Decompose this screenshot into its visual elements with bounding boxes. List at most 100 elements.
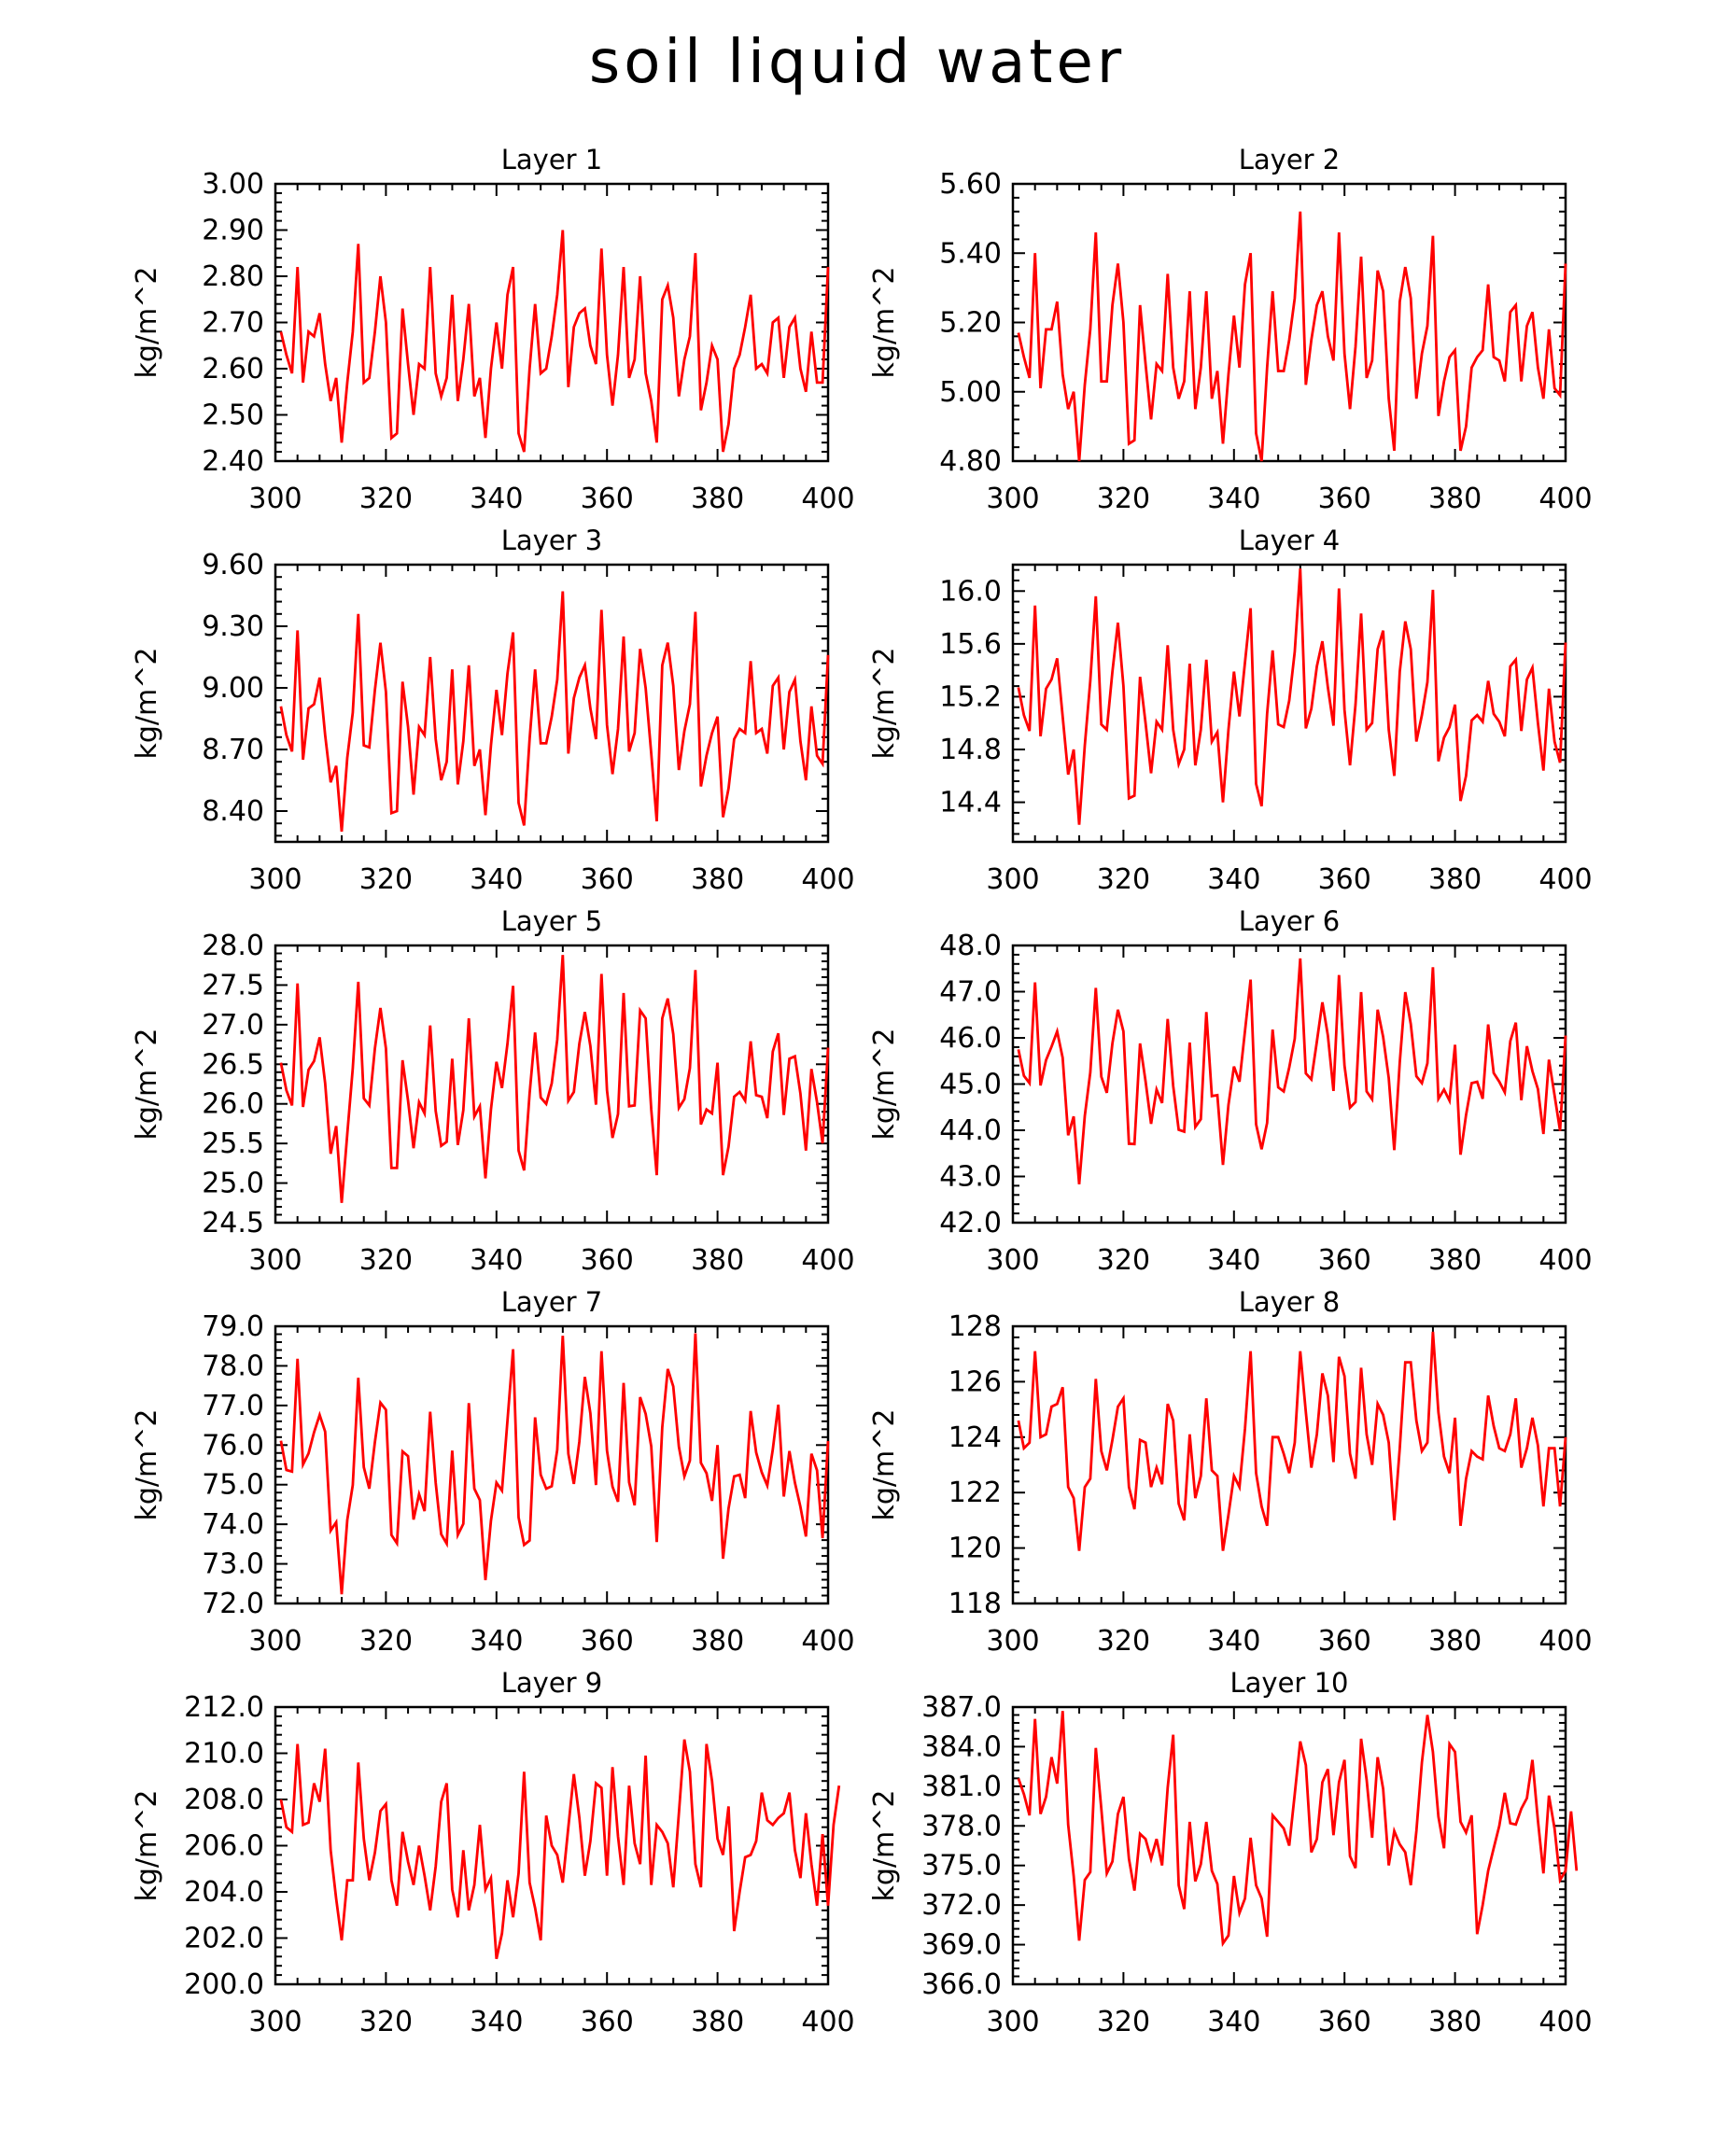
series-line (279, 955, 830, 1203)
x-tick-label: 340 (1207, 483, 1260, 515)
y-tick-label: 120 (948, 1533, 1002, 1565)
y-tick-label: 28.0 (202, 930, 264, 962)
series-line (279, 1333, 830, 1595)
y-tick-label: 9.00 (202, 672, 264, 705)
x-tick-label: 300 (986, 863, 1039, 896)
y-tick-label: 15.6 (939, 628, 1002, 661)
x-tick-label: 380 (1428, 483, 1482, 515)
y-tick-label: 8.40 (202, 795, 264, 828)
panel-title: Layer 6 (1239, 905, 1341, 937)
y-tick-label: 26.0 (202, 1088, 264, 1121)
x-tick-label: 300 (248, 2006, 302, 2038)
x-tick-label: 400 (801, 1625, 854, 1658)
y-axis-label: kg/m^2 (868, 1409, 901, 1521)
y-tick-label: 2.90 (202, 215, 264, 247)
plot-frame (1011, 182, 1567, 463)
panel-title: Layer 8 (1239, 1286, 1341, 1318)
y-tick-label: 369.0 (921, 1929, 1002, 1962)
y-axis-label: kg/m^2 (868, 1790, 901, 1902)
y-tick-label: 42.0 (939, 1207, 1002, 1239)
y-tick-label: 375.0 (921, 1850, 1002, 1883)
panel-layer-7: Layer 7 kg/m^2 300 320 340 360 380 400 72.0 73.0 7… (131, 1286, 855, 1658)
y-tick-label: 387.0 (921, 1691, 1002, 1724)
y-tick-label: 3.00 (202, 168, 264, 201)
y-axis-label: kg/m^2 (131, 1029, 163, 1141)
y-axis-label: kg/m^2 (868, 267, 901, 379)
x-tick-label: 340 (1207, 2006, 1260, 2038)
y-tick-label: 45.0 (939, 1069, 1002, 1101)
x-tick-label: 360 (581, 1625, 634, 1658)
y-tick-label: 5.40 (939, 237, 1002, 270)
y-tick-label: 14.4 (939, 787, 1002, 819)
x-tick-label: 400 (801, 2006, 854, 2038)
x-tick-label: 320 (1097, 483, 1150, 515)
series-line (279, 591, 830, 833)
y-tick-label: 9.30 (202, 610, 264, 643)
x-tick-label: 360 (1318, 863, 1371, 896)
x-tick-label: 320 (359, 1244, 413, 1277)
x-tick-label: 400 (1538, 863, 1592, 896)
y-tick-label: 2.50 (202, 399, 264, 432)
plot-frame (274, 1324, 830, 1605)
panel-title: Layer 10 (1230, 1667, 1349, 1699)
x-tick-label: 360 (1318, 483, 1371, 515)
x-tick-label: 360 (1318, 1244, 1371, 1277)
y-tick-label: 4.80 (939, 445, 1002, 478)
plot-frame (1011, 1705, 1567, 1986)
series-line (279, 230, 830, 453)
x-tick-label: 320 (359, 863, 413, 896)
x-tick-label: 380 (691, 863, 744, 896)
x-tick-label: 360 (581, 2006, 634, 2038)
y-tick-label: 25.0 (202, 1168, 264, 1200)
panel-layer-10: Layer 10 kg/m^2 300 320 340 360 380 400 366.0 369… (868, 1667, 1593, 2038)
y-tick-label: 122 (948, 1477, 1002, 1509)
x-tick-label: 400 (1538, 1625, 1592, 1658)
y-tick-label: 76.0 (202, 1429, 264, 1462)
y-tick-label: 2.70 (202, 307, 264, 340)
y-tick-label: 200.0 (184, 1968, 264, 2001)
y-tick-label: 8.70 (202, 734, 264, 766)
x-tick-label: 340 (470, 1244, 523, 1277)
y-axis-label: kg/m^2 (868, 1029, 901, 1141)
y-axis-label: kg/m^2 (868, 648, 901, 760)
series-line (1017, 1711, 1579, 1948)
x-tick-label: 300 (986, 1625, 1039, 1658)
x-tick-label: 300 (248, 863, 302, 896)
y-tick-label: 208.0 (184, 1784, 264, 1816)
y-tick-label: 47.0 (939, 976, 1002, 1009)
y-tick-label: 24.5 (202, 1207, 264, 1239)
x-tick-label: 300 (986, 483, 1039, 515)
y-tick-label: 15.2 (939, 680, 1002, 713)
x-tick-label: 340 (470, 483, 523, 515)
y-tick-label: 79.0 (202, 1310, 264, 1343)
x-tick-label: 400 (1538, 483, 1592, 515)
panel-layer-3: Layer 3 kg/m^2 300 320 340 360 380 400 8.40 8.70 9… (131, 525, 855, 896)
y-tick-label: 210.0 (184, 1738, 264, 1771)
x-tick-label: 400 (1538, 2006, 1592, 2038)
panel-layer-6: Layer 6 kg/m^2 300 320 340 360 380 400 42.0 43.0 4… (868, 905, 1593, 1277)
y-tick-label: 118 (948, 1588, 1002, 1620)
x-tick-label: 400 (801, 1244, 854, 1277)
y-tick-label: 124 (948, 1421, 1002, 1454)
series-line (1017, 568, 1567, 825)
y-tick-label: 366.0 (921, 1968, 1002, 2001)
panel-title: Layer 9 (501, 1667, 603, 1699)
y-tick-label: 5.60 (939, 168, 1002, 201)
x-tick-label: 380 (691, 483, 744, 515)
panel-title: Layer 1 (501, 144, 603, 175)
plot-frame (274, 563, 830, 844)
x-tick-label: 360 (1318, 2006, 1371, 2038)
x-tick-label: 380 (691, 2006, 744, 2038)
panel-title: Layer 7 (501, 1286, 603, 1318)
y-tick-label: 2.60 (202, 353, 264, 385)
panel-title: Layer 5 (501, 905, 603, 937)
y-tick-label: 5.00 (939, 376, 1002, 409)
x-tick-label: 320 (1097, 1625, 1150, 1658)
x-tick-label: 360 (581, 1244, 634, 1277)
y-axis-label: kg/m^2 (131, 648, 163, 760)
y-tick-label: 27.0 (202, 1009, 264, 1042)
y-tick-label: 27.5 (202, 969, 264, 1001)
panel-layer-8: Layer 8 kg/m^2 300 320 340 360 380 400 118 120 122… (868, 1286, 1593, 1658)
y-tick-label: 43.0 (939, 1161, 1002, 1194)
